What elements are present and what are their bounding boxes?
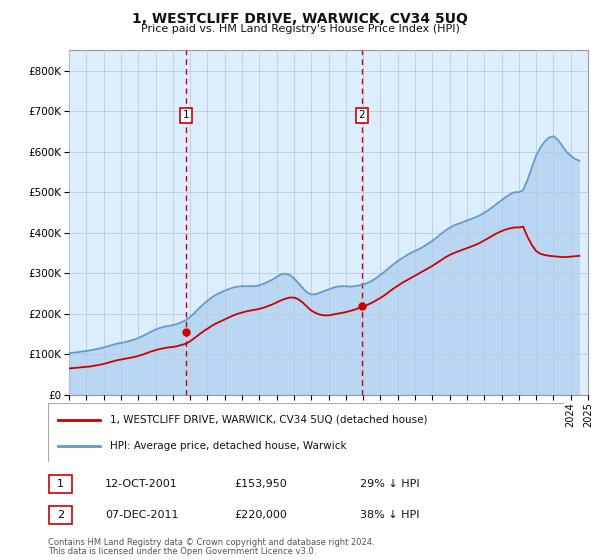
Text: This data is licensed under the Open Government Licence v3.0.: This data is licensed under the Open Gov…: [48, 547, 316, 556]
Text: £220,000: £220,000: [234, 510, 287, 520]
Text: 38% ↓ HPI: 38% ↓ HPI: [360, 510, 419, 520]
Text: 29% ↓ HPI: 29% ↓ HPI: [360, 479, 419, 489]
Text: 1: 1: [57, 479, 64, 489]
Text: Contains HM Land Registry data © Crown copyright and database right 2024.: Contains HM Land Registry data © Crown c…: [48, 538, 374, 547]
FancyBboxPatch shape: [49, 506, 72, 524]
Text: 12-OCT-2001: 12-OCT-2001: [105, 479, 178, 489]
Text: 1: 1: [183, 110, 190, 120]
Text: 1, WESTCLIFF DRIVE, WARWICK, CV34 5UQ: 1, WESTCLIFF DRIVE, WARWICK, CV34 5UQ: [132, 12, 468, 26]
Text: Price paid vs. HM Land Registry's House Price Index (HPI): Price paid vs. HM Land Registry's House …: [140, 24, 460, 34]
Text: £153,950: £153,950: [234, 479, 287, 489]
Text: 07-DEC-2011: 07-DEC-2011: [105, 510, 179, 520]
Text: 1, WESTCLIFF DRIVE, WARWICK, CV34 5UQ (detached house): 1, WESTCLIFF DRIVE, WARWICK, CV34 5UQ (d…: [110, 414, 427, 424]
Text: 2: 2: [57, 510, 64, 520]
Text: HPI: Average price, detached house, Warwick: HPI: Average price, detached house, Warw…: [110, 441, 347, 451]
Text: 2: 2: [359, 110, 365, 120]
FancyBboxPatch shape: [49, 475, 72, 493]
FancyBboxPatch shape: [48, 403, 564, 462]
